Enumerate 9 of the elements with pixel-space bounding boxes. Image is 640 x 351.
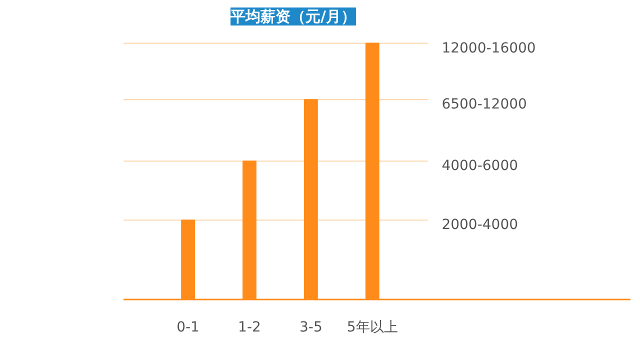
text: 2000-4000 <box>442 217 518 234</box>
x-tick-label: 1-2 <box>238 320 261 336</box>
text: 12000-16000 <box>442 40 536 56</box>
chart-title: 平均薪资（元/月） <box>230 8 356 26</box>
text: 4000-6000 <box>442 158 518 174</box>
x-tick-label: 3-5 <box>300 320 322 336</box>
x-tick-label: 5年以上 <box>346 320 398 336</box>
text: 6500-12000 <box>442 96 527 113</box>
x-tick-label: 0-1 <box>176 320 200 336</box>
